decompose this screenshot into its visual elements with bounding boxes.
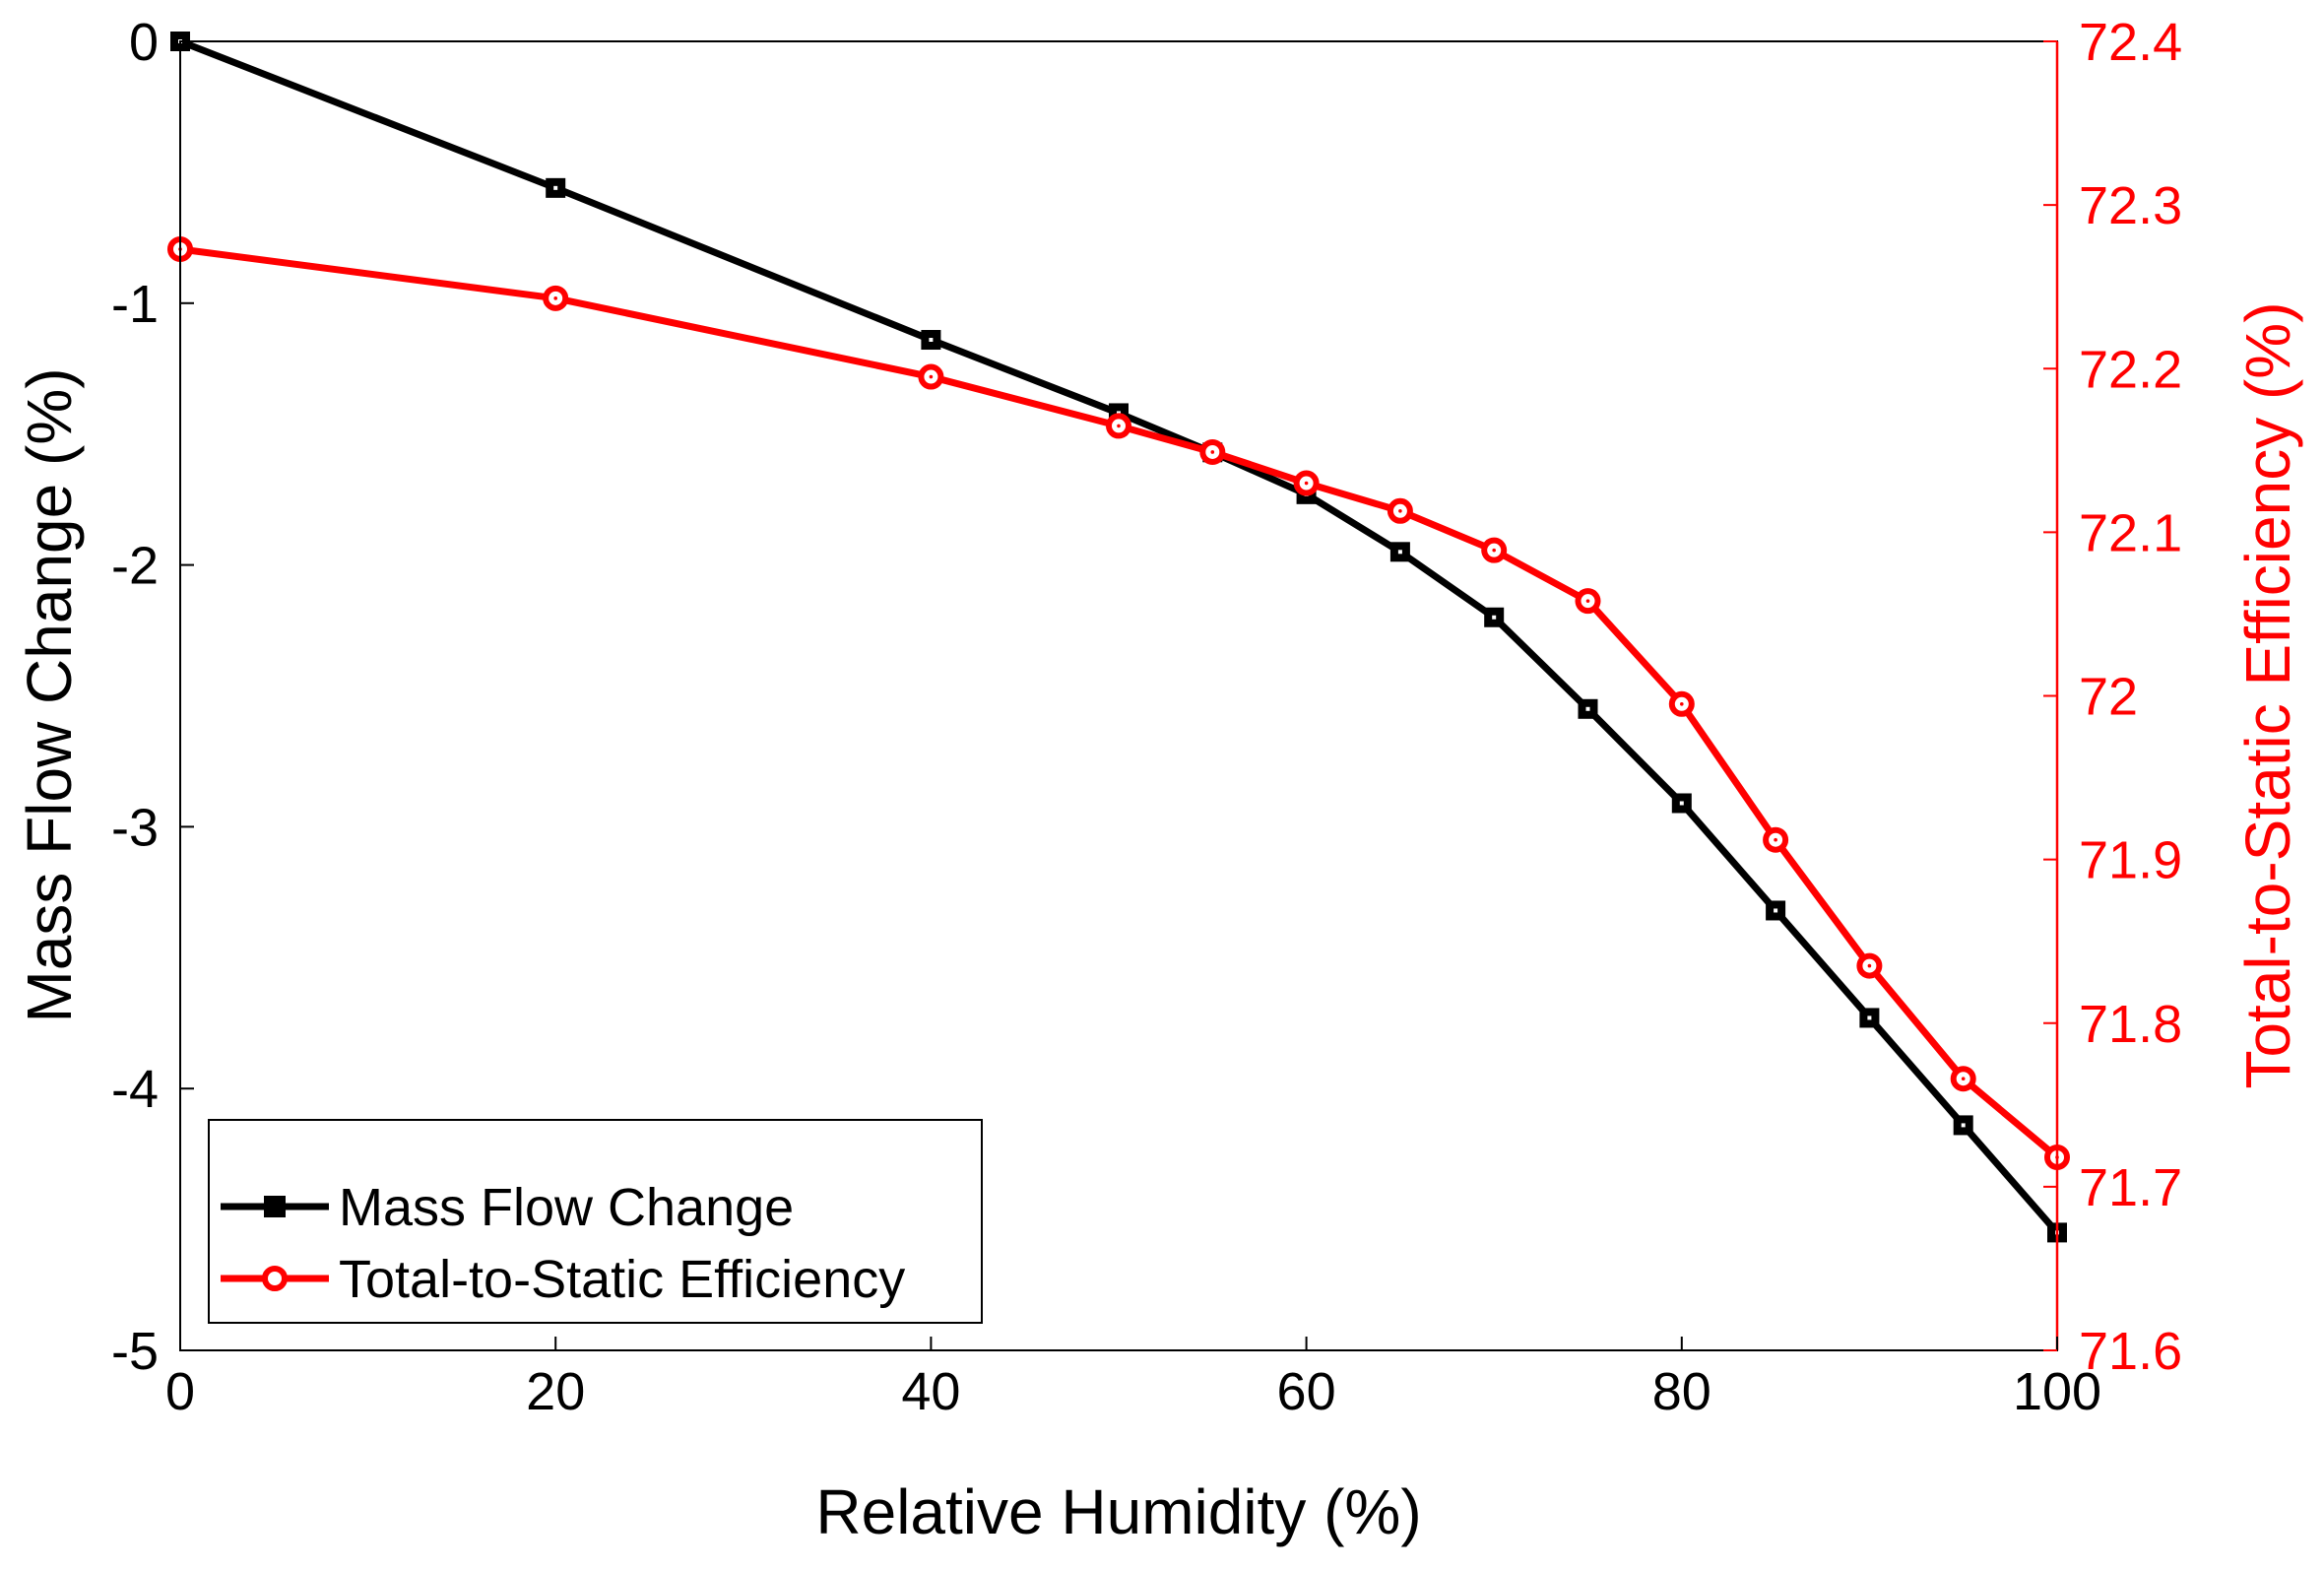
data-point-center-efficiency — [1961, 1077, 1966, 1081]
y-right-tick-label: 71.6 — [2079, 1322, 2182, 1381]
data-point-center-efficiency — [1210, 450, 1215, 454]
data-point-center-efficiency — [1304, 481, 1309, 486]
y-left-tick-label: -2 — [111, 537, 159, 596]
y-right-tick-label: 71.9 — [2079, 831, 2182, 890]
legend-label-efficiency: Total-to-Static Efficiency — [339, 1250, 905, 1309]
y-left-tick-label: -5 — [111, 1322, 159, 1381]
series-line-mass-flow — [178, 37, 2060, 1235]
x-axis-title: Relative Humidity (%) — [815, 1476, 1421, 1547]
x-tick-label: 80 — [1652, 1362, 1711, 1421]
data-point-center-efficiency — [1398, 508, 1402, 513]
y-right-tick-label: 72.4 — [2079, 13, 2182, 72]
legend-box — [208, 1119, 983, 1324]
series-line-efficiency — [179, 245, 2060, 1160]
legend-marker-mass-flow — [264, 1196, 286, 1217]
y-right-tick-label: 72 — [2079, 668, 2138, 727]
data-point-center-mass-flow — [553, 185, 558, 190]
y-right-axis-title: Total-to-Static Efficiency (%) — [2232, 301, 2303, 1088]
data-point-center-mass-flow — [1774, 908, 1778, 913]
x-tick-label: 0 — [165, 1362, 195, 1421]
y-left-tick-label: 0 — [129, 13, 159, 72]
x-tick-label: 20 — [526, 1362, 585, 1421]
x-tick-label: 40 — [901, 1362, 960, 1421]
y-left-axis-title: Mass Flow Change (%) — [14, 367, 85, 1022]
y-left-tick-label: -4 — [111, 1060, 159, 1119]
data-point-center-efficiency — [1585, 599, 1590, 603]
tick-layer: 0 20 40 60 80 100 0 -1 -2 -3 -4 -5 72.4 72.3 72.2 72.1 7… — [111, 13, 2182, 1421]
data-point-center-efficiency — [1867, 963, 1872, 968]
data-point-center-mass-flow — [1679, 801, 1684, 806]
y-right-tick-label: 71.8 — [2079, 995, 2182, 1054]
data-point-center-mass-flow — [929, 338, 934, 343]
data-point-center-mass-flow — [1961, 1123, 1966, 1128]
series-layer — [167, 32, 2070, 1243]
data-point-center-efficiency — [553, 296, 557, 300]
y-right-tick-label: 72.1 — [2079, 503, 2182, 562]
data-point-center-efficiency — [1117, 424, 1121, 428]
y-left-tick-label: -1 — [111, 275, 159, 334]
y-right-tick-label: 71.7 — [2079, 1158, 2182, 1217]
data-point-center-efficiency — [929, 374, 934, 379]
data-point-center-efficiency — [1774, 837, 1777, 842]
data-point-center-mass-flow — [1585, 706, 1590, 711]
y-right-tick-label: 72.3 — [2079, 176, 2182, 235]
data-point-center-mass-flow — [1397, 550, 1402, 555]
legend: Mass Flow Change Total-to-Static Efficie… — [208, 1119, 983, 1324]
y-left-tick-label: -3 — [111, 798, 159, 857]
data-point-center-efficiency — [1680, 702, 1684, 706]
x-tick-label: 100 — [2013, 1362, 2101, 1421]
legend-marker-efficiency — [262, 1266, 288, 1291]
data-point-center-mass-flow — [1492, 615, 1497, 620]
legend-label-mass-flow: Mass Flow Change — [339, 1178, 794, 1237]
data-point-center-mass-flow — [1867, 1015, 1872, 1020]
x-tick-label: 60 — [1277, 1362, 1336, 1421]
y-right-tick-label: 72.2 — [2079, 340, 2182, 399]
data-point-center-efficiency — [1492, 548, 1496, 553]
